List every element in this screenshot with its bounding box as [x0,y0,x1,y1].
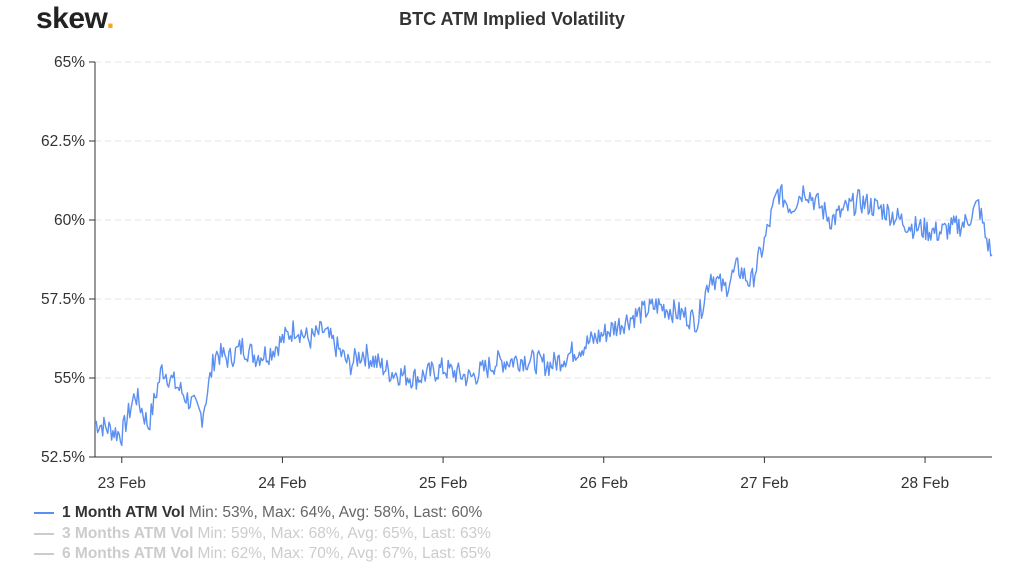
legend-stats-6-months: Min: 62%, Max: 70%, Avg: 67%, Last: 65% [197,545,491,562]
legend-swatch-1-month [34,512,54,515]
skew-logo: skew. [36,2,115,36]
x-tick-label: 25 Feb [419,475,467,492]
x-tick-label: 28 Feb [901,475,949,492]
legend-stats-1-month: Min: 53%, Max: 64%, Avg: 58%, Last: 60% [188,504,483,521]
chart-title: BTC ATM Implied Volatility [399,9,625,29]
legend-swatch-6-months [34,553,54,556]
y-tick-label: 55% [54,370,85,387]
legend-item-3-months[interactable]: 3 Months ATM Vol Min: 59%, Max: 68%, Avg… [34,524,491,545]
legend-swatch-3-months [34,532,54,535]
legend-label-1-month: 1 Month ATM Vol [62,504,185,521]
y-tick-label: 52.5% [41,449,85,466]
brand-name: skew [36,2,107,35]
y-tick-label: 62.5% [41,133,85,150]
chart-canvas: 52.5% 55% 57.5% 60% 62.5% 65% 23 Feb 24 Feb 25 F… [41,54,993,492]
series-line-1-month-atm-vol [94,183,993,447]
x-tick-label: 24 Feb [258,475,306,492]
x-tick-label: 26 Feb [580,475,628,492]
legend-item-6-months[interactable]: 6 Months ATM Vol Min: 62%, Max: 70%, Avg… [34,544,491,565]
series-layer [94,183,993,447]
y-tick-label: 60% [54,212,85,229]
y-tick-label: 57.5% [41,291,85,308]
grid-lines [95,61,992,379]
brand-dot: . [106,2,115,35]
legend-stats-3-months: Min: 59%, Max: 68%, Avg: 65%, Last: 63% [197,524,491,542]
x-tick-label: 23 Feb [98,475,146,492]
legend-label-3-months: 3 Months ATM Vol [62,524,194,542]
legend-label-6-months: 6 Months ATM Vol [62,545,194,562]
x-tick-label: 27 Feb [740,475,788,492]
legend-item-1-month[interactable]: 1 Month ATM Vol Min: 53%, Max: 64%, Avg:… [34,503,491,524]
chart-legend: 1 Month ATM Vol Min: 53%, Max: 64%, Avg:… [34,503,491,565]
tick-labels: 52.5% 55% 57.5% 60% 62.5% 65% 23 Feb 24 Feb 25 F… [41,54,949,492]
axes [89,61,992,463]
y-tick-label: 65% [54,54,85,71]
